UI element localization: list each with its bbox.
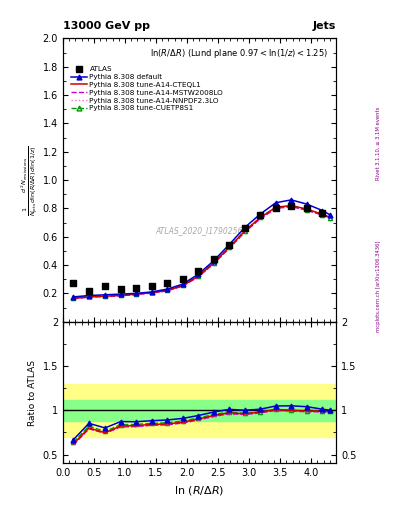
Y-axis label: $\frac{1}{N_\mathrm{jets}}\frac{d^2 N_\mathrm{emissions}}{d\ln(R/\Delta R)\,d\ln: $\frac{1}{N_\mathrm{jets}}\frac{d^2 N_\m… bbox=[19, 144, 40, 216]
Point bbox=[195, 267, 201, 275]
Point bbox=[180, 275, 186, 283]
Point bbox=[86, 286, 92, 294]
Text: $\ln(R/\Delta R)$ (Lund plane $0.97<\ln(1/z)<1.25$): $\ln(R/\Delta R)$ (Lund plane $0.97<\ln(… bbox=[150, 47, 328, 60]
Text: Jets: Jets bbox=[313, 20, 336, 31]
Legend: ATLAS, Pythia 8.308 default, Pythia 8.308 tune-A14-CTEQL1, Pythia 8.308 tune-A14: ATLAS, Pythia 8.308 default, Pythia 8.30… bbox=[69, 65, 225, 113]
Point bbox=[133, 284, 139, 292]
Point bbox=[118, 285, 124, 293]
Point bbox=[102, 282, 108, 290]
Point bbox=[257, 211, 263, 220]
Y-axis label: Ratio to ATLAS: Ratio to ATLAS bbox=[28, 359, 37, 425]
Point bbox=[164, 280, 170, 288]
Point bbox=[211, 255, 217, 264]
Point bbox=[288, 201, 294, 209]
Point bbox=[273, 204, 279, 212]
Point bbox=[226, 241, 232, 249]
Text: ATLAS_2020_I1790256: ATLAS_2020_I1790256 bbox=[156, 226, 243, 236]
X-axis label: ln $(R/\Delta R)$: ln $(R/\Delta R)$ bbox=[174, 484, 224, 497]
Point bbox=[304, 204, 310, 212]
Point bbox=[242, 224, 248, 232]
Text: Rivet 3.1.10, ≥ 3.1M events: Rivet 3.1.10, ≥ 3.1M events bbox=[376, 106, 380, 180]
Point bbox=[70, 280, 77, 288]
Point bbox=[149, 282, 155, 290]
Text: mcplots.cern.ch [arXiv:1306.3436]: mcplots.cern.ch [arXiv:1306.3436] bbox=[376, 241, 380, 332]
Text: 13000 GeV pp: 13000 GeV pp bbox=[63, 20, 150, 31]
Point bbox=[319, 208, 325, 217]
